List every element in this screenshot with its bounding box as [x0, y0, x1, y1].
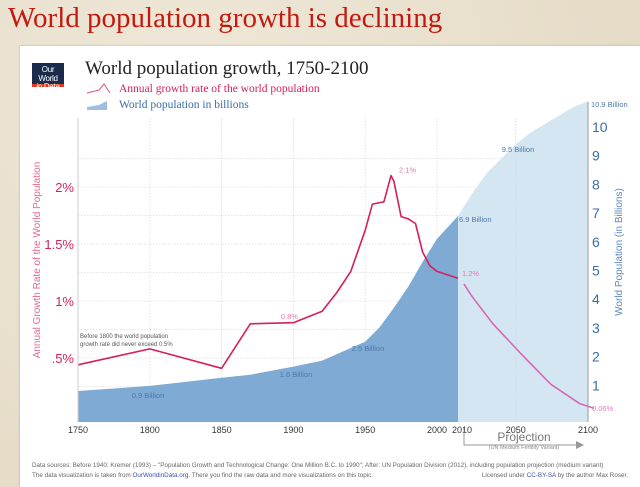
growth-annotation: 2.1% [399, 166, 416, 175]
owid-link[interactable]: OurWorldinData.org [132, 472, 189, 479]
footer-suffix: . There you find the raw data and more v… [188, 472, 374, 479]
y-axis-left-label: Annual Growth Rate of the World Populati… [32, 162, 43, 359]
growth-rate-historical-line [77, 174, 459, 370]
population-projection-area [458, 101, 588, 422]
growth-annotation: 0.8% [281, 312, 298, 321]
footer-sources: Data sources: Before 1940: Kremer (1993)… [32, 462, 604, 469]
growth-lines [77, 174, 595, 409]
logo-line-1: Our World [38, 65, 58, 83]
x-tick-label-projection: 2100 [578, 425, 598, 435]
population-area [78, 101, 588, 422]
footer-prefix: The data visualization is taken from [32, 472, 133, 479]
y-left-tick-label: .5% [52, 351, 75, 366]
legend-growth-rate: Annual growth rate of the world populati… [119, 83, 320, 95]
legend-area-icon [87, 101, 107, 110]
x-tick-label: 1750 [68, 425, 88, 435]
projection-subtitle: (UN Medium Fertility Variant) [489, 445, 560, 451]
x-tick-label: 2000 [427, 425, 447, 435]
y-left-tick-label: 1.5% [44, 237, 74, 252]
x-tick-label: 1800 [140, 425, 160, 435]
y-right-tick-label: 5 [592, 263, 600, 279]
license-suffix: by the author Max Roser. [555, 472, 628, 479]
y-right-tick-label: 8 [592, 176, 600, 192]
y-right-tick-label: 9 [592, 148, 600, 164]
x-tick-label: 1850 [212, 425, 232, 435]
population-annotation: 6.9 Billion [459, 215, 492, 224]
y-axis-right-label: World Population (in Billions) [614, 188, 625, 316]
population-annotation: 1.6 Billion [280, 370, 313, 379]
chart-title: World population growth, 1750-2100 [85, 58, 369, 79]
x-tick-label-projection: 2010 [452, 425, 472, 435]
growth-rate-projection-line [463, 283, 595, 409]
y-left-tick-label: 1% [55, 294, 74, 309]
license-link[interactable]: CC-BY-SA [526, 472, 556, 479]
projection-title: Projection [497, 430, 550, 444]
owid-logo[interactable]: Our World in Data [32, 63, 64, 91]
population-annotation: 2.5 Billion [352, 344, 385, 353]
y-right-tick-label: 10 [592, 119, 608, 135]
y-right-tick-label: 2 [592, 349, 600, 365]
ticks: .5% 1% 1.5% 2% 1 2 3 4 5 6 7 8 9 10 1750 1800 1850 1900 19… [44, 119, 607, 435]
projection-arrow-icon [576, 441, 584, 449]
legend-line-icon [86, 83, 111, 94]
slide-title: World population growth is declining [8, 2, 443, 34]
y-right-tick-label: 1 [592, 377, 600, 393]
note-line-1: Before 1800 the world population [80, 334, 168, 340]
population-historical-area [78, 216, 458, 422]
y-right-tick-label: 6 [592, 234, 600, 250]
note-line-2: growth rate did never exceed 0.5% [80, 342, 173, 348]
population-annotation: 0.9 Billion [132, 391, 165, 400]
x-tick-label: 1900 [283, 425, 303, 435]
y-right-tick-label: 4 [592, 291, 600, 307]
projection-bracket [463, 428, 582, 446]
logo-line-2: in Data [36, 82, 60, 91]
footer-attribution: The data visualization is taken from Our… [32, 472, 373, 479]
x-tick-label: 1950 [355, 425, 375, 435]
annotations: 0.8% 2.1% 1.2% 0.06% 0.9 Billion 1.6 Billion 2… [132, 100, 628, 413]
population-annotation: 10.9 Billion [591, 100, 628, 109]
legend-population: World population in billions [119, 99, 249, 111]
y-right-tick-label: 3 [592, 320, 600, 336]
growth-annotation: 0.06% [592, 404, 614, 413]
x-tick-label-projection: 2050 [506, 425, 526, 435]
growth-annotation: 1.2% [462, 269, 479, 278]
footer-license: Licensed under CC-BY-SA by the author Ma… [482, 472, 628, 479]
license-prefix: Licensed under [481, 472, 527, 479]
population-annotation: 9.5 Billion [502, 145, 535, 154]
y-right-tick-label: 7 [592, 205, 600, 221]
y-left-tick-label: 2% [55, 180, 74, 195]
